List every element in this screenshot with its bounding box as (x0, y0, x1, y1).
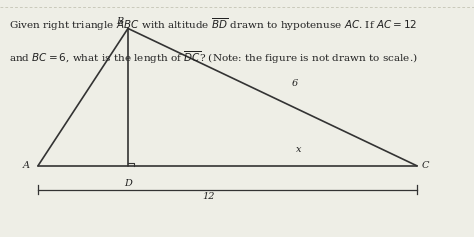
Text: B: B (116, 17, 123, 26)
Text: C: C (422, 161, 429, 170)
Text: 6: 6 (292, 79, 298, 88)
Text: A: A (22, 161, 29, 170)
Text: and $BC = 6$, what is the length of $\overline{DC}$? (Note: the figure is not dr: and $BC = 6$, what is the length of $\ov… (9, 50, 418, 66)
Text: 12: 12 (202, 192, 215, 201)
Text: x: x (296, 145, 301, 154)
Text: Given right triangle $ABC$ with altitude $\overline{BD}$ drawn to hypotenuse $AC: Given right triangle $ABC$ with altitude… (9, 17, 418, 33)
Text: D: D (124, 179, 132, 188)
